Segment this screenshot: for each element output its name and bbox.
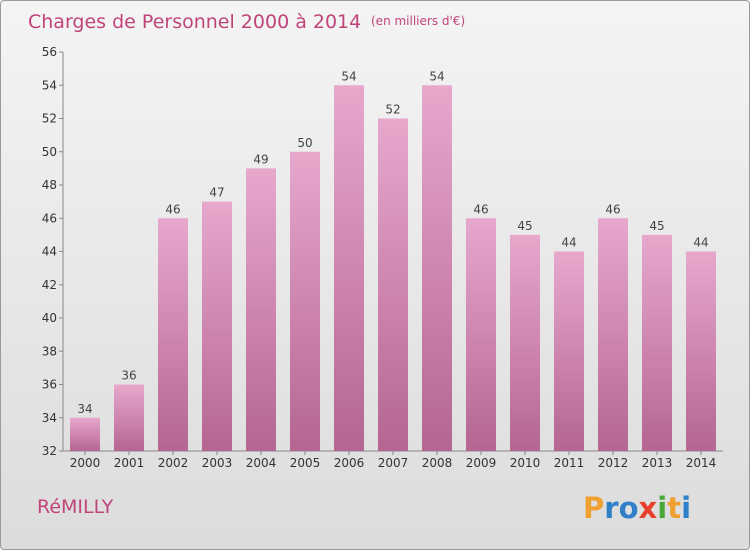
commune-name: RéMILLY [37,496,114,518]
x-tick-label: 2009 [466,456,497,470]
bar [290,151,320,451]
x-tick-label: 2014 [686,456,717,470]
y-tick-label: 34 [42,411,57,425]
x-tick-label: 2006 [334,456,365,470]
bars [70,85,716,451]
bar [510,234,540,451]
data-label: 47 [209,186,224,200]
data-label: 44 [561,236,576,250]
x-tick-label: 2012 [598,456,629,470]
bar [114,384,144,451]
bar [70,417,100,451]
data-label: 45 [649,219,664,233]
data-label: 46 [473,202,488,216]
bar [158,218,188,451]
chart-subtitle: (en milliers d'€) [371,14,465,28]
data-label: 36 [121,369,136,383]
logo-letter: o [619,491,639,525]
data-label: 46 [165,202,180,216]
data-label: 46 [605,202,620,216]
bar [422,85,452,451]
y-tick-label: 42 [42,278,57,292]
chart-title: Charges de Personnel 2000 à 2014 [28,11,361,33]
y-tick-label: 50 [42,145,57,159]
x-tick-label: 2003 [202,456,233,470]
bar [686,251,716,451]
data-label: 50 [297,136,312,150]
x-tick-label: 2013 [642,456,673,470]
bar [642,234,672,451]
x-tick-label: 2004 [246,456,277,470]
y-tick-label: 56 [42,45,57,59]
data-label: 44 [693,236,708,250]
x-tick-label: 2007 [378,456,409,470]
proxiti-logo: Proxiti [583,491,691,525]
data-label: 45 [517,219,532,233]
bar [598,218,628,451]
y-tick-label: 54 [42,78,57,92]
bar [334,85,364,451]
x-tick-label: 2008 [422,456,453,470]
x-tick-label: 2000 [70,456,101,470]
y-tick-label: 46 [42,211,57,225]
y-tick-label: 40 [42,311,57,325]
data-label: 54 [429,69,444,83]
bar [554,251,584,451]
bar [466,218,496,451]
logo-letter: t [667,491,681,525]
x-tick-label: 2002 [158,456,189,470]
x-tick-label: 2011 [554,456,585,470]
data-labels: 34 36 46 47 49 50 54 52 54 46 45 44 46 45 44 [77,69,708,416]
y-tick-label: 52 [42,112,57,126]
logo-letter: i [681,491,691,525]
y-tick-label: 32 [42,444,57,458]
logo-letter: i [657,491,667,525]
x-tick-label: 2010 [510,456,541,470]
logo-letter: r [604,491,619,525]
data-label: 54 [341,69,356,83]
bar [202,201,232,451]
y-tick-label: 38 [42,344,57,358]
y-tick-label: 44 [42,245,57,259]
data-label: 52 [385,103,400,117]
y-tick-label: 36 [42,378,57,392]
bar [246,168,276,451]
logo-letter: P [583,491,604,525]
x-tick-label: 2001 [114,456,145,470]
x-tick-label: 2005 [290,456,321,470]
logo-letter: x [639,491,658,525]
bar [378,118,408,451]
y-tick-label: 48 [42,178,57,192]
data-label: 34 [77,402,92,416]
data-label: 49 [253,152,268,166]
axes: 32 34 36 38 40 42 44 46 48 50 52 54 56 2000 2001 2002 20… [42,45,723,470]
